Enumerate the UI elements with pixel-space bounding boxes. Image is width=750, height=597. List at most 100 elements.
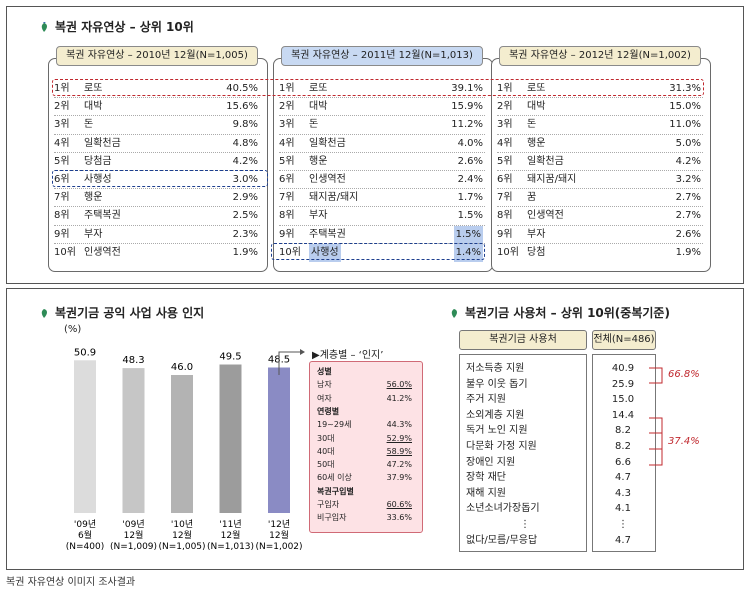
x-tick-label: 6월	[78, 529, 92, 541]
x-tick-label: (N=1,013)	[207, 542, 254, 552]
legend-label: 40대	[317, 446, 335, 456]
x-tick-label: 12월	[124, 529, 144, 541]
use-item-value: 25.9	[611, 378, 635, 390]
use-item-label: 다문화 가정 지원	[466, 441, 537, 452]
column-header: 복권 자유연상 – 2010년 12월(N=1,005)	[56, 46, 258, 66]
item-label: 꿈	[527, 192, 537, 204]
top-title: 복권 자유연상 – 상위 10위	[40, 18, 194, 35]
rank-row: 4위 일확천금 4.8%	[48, 135, 266, 153]
rank-row: 6위 인생역전 2.4%	[273, 171, 491, 189]
rank-row: 7위 행운 2.9%	[48, 189, 266, 207]
rank-row: 8위 부자 1.5%	[273, 207, 491, 225]
legend-label: 30대	[317, 433, 335, 443]
rank-row: 1위 로또 39.1%	[273, 80, 491, 98]
rank-row: 3위 돈 11.2%	[273, 116, 491, 134]
rank-label: 7위	[54, 192, 70, 204]
item-label: 부자	[84, 228, 103, 240]
x-tick-label: (N=1,002)	[255, 542, 302, 552]
legend-label: 성별	[317, 367, 332, 376]
rank-label: 1위	[54, 83, 70, 94]
legend-row: 50대 47.2%	[317, 459, 412, 470]
column-header: 복권 자유연상 – 2011년 12월(N=1,013)	[281, 46, 483, 66]
rank-row: 10위 사행성 1.4%	[273, 243, 491, 262]
legend-label: 비구입자	[317, 513, 347, 523]
item-label: 돈	[527, 119, 537, 131]
item-label: 돼지꿈/돼지	[309, 192, 359, 204]
rank-row: 5위 행운 2.6%	[273, 153, 491, 171]
legend-value: 56.0%	[386, 380, 412, 390]
legend-label: 남자	[317, 380, 332, 390]
rank-row: 9위 부자 2.3%	[48, 226, 266, 244]
row-divider	[54, 97, 260, 99]
rank-row: 5위 일확천금 4.2%	[491, 153, 709, 171]
use-item-label: 독거 노인 지원	[466, 425, 528, 437]
legend-label: 50대	[317, 460, 335, 470]
use-item-label: 없다/모름/무응답	[466, 534, 538, 546]
row-divider	[54, 115, 260, 117]
x-tick-label: '12년	[268, 519, 290, 530]
legend-box	[309, 361, 423, 533]
percent-value: 1.9%	[232, 246, 258, 258]
rank-row: 10위 당첨 1.9%	[491, 244, 709, 262]
row-divider	[279, 115, 485, 117]
item-label: 행운	[84, 192, 103, 204]
item-label: 대박	[309, 101, 328, 113]
rank-row: 7위 꿈 2.7%	[491, 189, 709, 207]
legend-row: 구입자 60.6%	[317, 499, 412, 510]
row-divider	[497, 206, 703, 208]
percent-value: 2.9%	[232, 192, 258, 204]
rank-row: 3위 돈 11.0%	[491, 116, 709, 134]
percent-value: 9.8%	[232, 119, 258, 131]
rank-label: 3위	[279, 119, 295, 131]
percent-value: 2.6%	[457, 155, 483, 167]
use-head-label: 복권기금 사용처	[459, 330, 587, 350]
rank-row: 6위 돼지꿈/돼지 3.2%	[491, 171, 709, 189]
use-item-label: 재해 지원	[466, 487, 506, 499]
row-divider	[279, 97, 485, 99]
row-divider	[497, 224, 703, 226]
rank-label: 3위	[54, 119, 70, 131]
percent-value: 15.9%	[451, 101, 483, 113]
use-item-value: ⋮	[618, 519, 628, 530]
rank-label: 4위	[279, 137, 295, 149]
legend-label: 19~29세	[317, 420, 352, 430]
legend-row: 60세 이상 37.9%	[317, 472, 412, 483]
rank-label: 6위	[497, 174, 513, 185]
percent-value: 2.5%	[232, 210, 258, 222]
percent-value: 5.0%	[675, 137, 701, 149]
caption: 복권 자유연상 이미지 조사결과	[6, 577, 136, 588]
rank-row: 5위 당첨금 4.2%	[48, 153, 266, 171]
rank-row: 8위 주택복권 2.5%	[48, 207, 266, 225]
row-divider	[54, 151, 260, 153]
percent-value: 4.8%	[232, 137, 258, 149]
item-label: 일확천금	[309, 137, 346, 149]
rank-label: 9위	[54, 228, 70, 240]
row-divider	[279, 170, 485, 171]
legend-value: 44.3%	[386, 420, 412, 430]
use-item-label: 저소득층 지원	[466, 363, 525, 374]
item-label: 일확천금	[527, 155, 564, 167]
bar-value-label: 49.5	[219, 352, 241, 363]
item-label: 행운	[527, 137, 546, 149]
percent-value: 2.7%	[675, 192, 701, 204]
x-tick-label: '09년	[74, 519, 96, 530]
legend-value: 47.2%	[386, 460, 412, 470]
row-divider	[54, 133, 260, 135]
item-label: 주택복권	[309, 228, 346, 240]
bar-1	[74, 360, 96, 513]
item-label: 인생역전	[84, 246, 121, 258]
left-title: 복권기금 공익 사업 사용 인지	[40, 304, 204, 321]
use-item-value: 14.4	[611, 409, 635, 421]
legend-row: 복권구입별	[317, 486, 412, 497]
x-tick-label: (N=400)	[66, 542, 104, 552]
x-tick-label: '10년	[171, 519, 193, 530]
use-item-value: 15.0	[611, 394, 635, 406]
rank-label: 3위	[497, 119, 513, 131]
item-label: 돈	[84, 119, 94, 131]
rank-label: 1위	[279, 83, 295, 94]
rank-label: 7위	[279, 192, 295, 204]
rank-row: 2위 대박 15.9%	[273, 98, 491, 116]
percent-value: 1.9%	[675, 246, 701, 258]
use-item-value: 8.2	[615, 441, 631, 452]
